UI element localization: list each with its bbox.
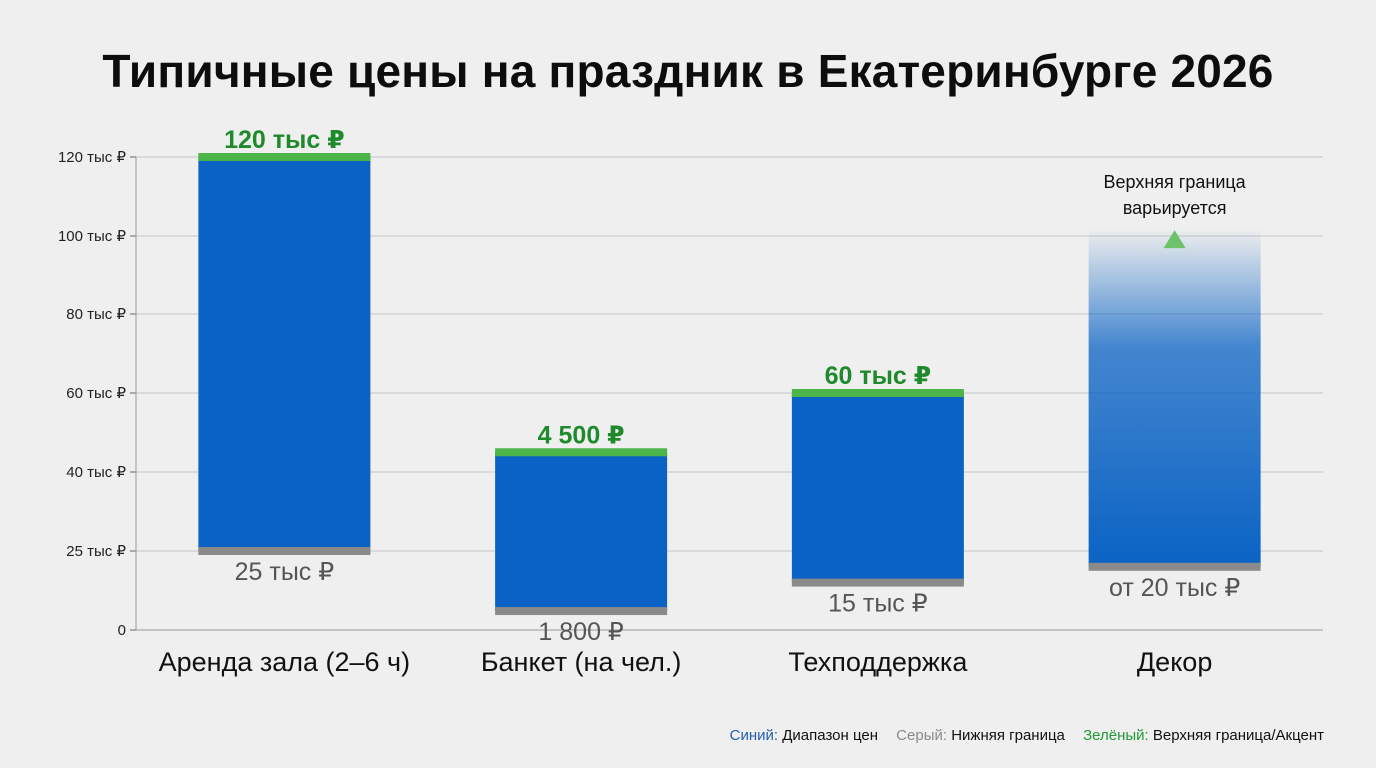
bar-upper-edge — [198, 153, 371, 161]
bar-lower-edge — [1088, 562, 1261, 571]
upper-value-label: 4 500 ₽ — [538, 421, 625, 449]
y-tick-label: 0 — [118, 622, 126, 639]
bars — [198, 153, 1261, 616]
lower-value-label: от 20 тыс ₽ — [1109, 574, 1240, 602]
chart-title: Типичные цены на праздник в Екатеринбург… — [102, 45, 1274, 97]
x-category-label: Декор — [1137, 647, 1212, 677]
y-tick-label: 60 тыс ₽ — [66, 385, 126, 402]
bar-lower-edge — [495, 607, 668, 616]
legend: Синий: Диапазон цен Серый: Нижняя границ… — [716, 727, 1324, 744]
x-category-label: Банкет (на чел.) — [481, 647, 682, 677]
x-category-label: Аренда зала (2–6 ч) — [159, 647, 411, 677]
arrow-head-icon — [1163, 230, 1186, 249]
bar-range — [495, 452, 668, 612]
bar-lower-edge — [791, 578, 964, 587]
annotation-note: Верхняя граница — [1104, 172, 1247, 192]
bar-upper-edge — [791, 389, 964, 397]
data-labels: 120 тыс ₽ 25 тыс ₽ Аренда зала (2–6 ч) 4 50… — [159, 126, 1247, 677]
y-axis: 0 25 тыс ₽ 40 тыс ₽ 60 тыс ₽ 80 тыс ₽ 100 тыс… — [58, 149, 137, 639]
lower-value-label: 15 тыс ₽ — [828, 590, 928, 618]
bar-range — [791, 393, 964, 583]
upper-value-label: 60 тыс ₽ — [825, 362, 932, 390]
bar-lower-edge — [198, 547, 371, 555]
y-tick-label: 120 тыс ₽ — [58, 149, 127, 166]
lower-value-label: 25 тыс ₽ — [235, 558, 335, 586]
y-tick-label: 80 тыс ₽ — [66, 306, 126, 323]
legend-item-range: Синий: Диапазон цен — [729, 727, 878, 744]
y-tick-label: 40 тыс ₽ — [66, 464, 126, 481]
legend-item-lower: Серый: Нижняя граница — [896, 727, 1065, 744]
bar-upper-edge — [495, 448, 668, 457]
lower-value-label: 1 800 ₽ — [538, 618, 624, 646]
annotation-note: варьируется — [1123, 198, 1227, 218]
x-category-label: Техподдержка — [788, 647, 968, 677]
y-tick-label: 25 тыс ₽ — [66, 543, 126, 560]
bar-range — [198, 157, 371, 551]
upper-value-label: 120 тыс ₽ — [224, 126, 345, 154]
legend-item-upper: Зелёный: Верхняя граница/Акцент — [1083, 727, 1324, 744]
y-tick-label: 100 тыс ₽ — [58, 228, 127, 245]
